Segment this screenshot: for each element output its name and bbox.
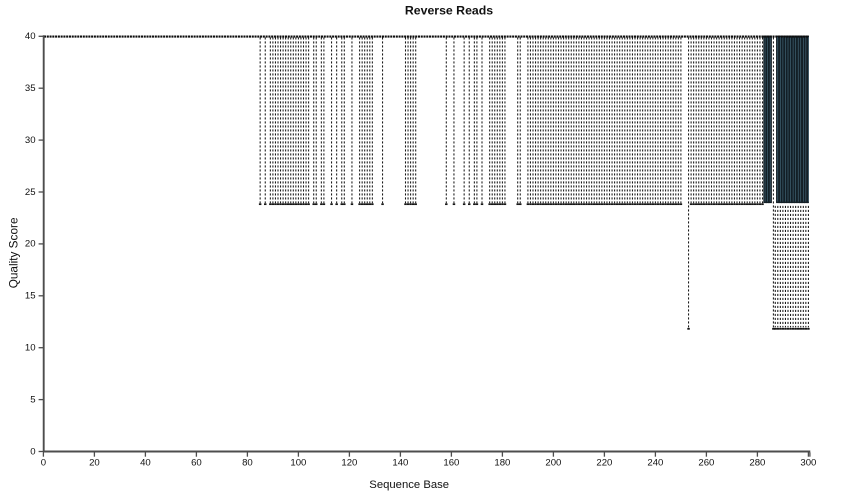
svg-text:Sequence Base: Sequence Base [369,479,449,491]
svg-text:200: 200 [545,457,561,468]
svg-text:280: 280 [749,457,765,468]
svg-text:Reverse Reads: Reverse Reads [405,3,493,17]
svg-text:Quality Score: Quality Score [6,217,20,288]
svg-text:30: 30 [25,135,36,146]
svg-text:220: 220 [596,457,612,468]
svg-text:40: 40 [25,31,36,42]
svg-text:20: 20 [89,457,100,468]
svg-text:60: 60 [191,457,202,468]
svg-text:40: 40 [140,457,151,468]
svg-text:20: 20 [25,239,36,250]
svg-text:0: 0 [30,446,35,457]
svg-text:80: 80 [242,457,253,468]
svg-text:100: 100 [290,457,306,468]
svg-text:15: 15 [25,291,36,302]
svg-text:0: 0 [41,457,46,468]
svg-text:240: 240 [647,457,663,468]
svg-text:260: 260 [698,457,714,468]
svg-text:160: 160 [443,457,459,468]
svg-text:10: 10 [25,343,36,354]
svg-text:140: 140 [392,457,408,468]
svg-text:120: 120 [341,457,357,468]
svg-text:25: 25 [25,187,36,198]
svg-text:300: 300 [800,457,816,468]
svg-text:35: 35 [25,83,36,94]
svg-text:180: 180 [494,457,510,468]
svg-text:5: 5 [30,394,35,405]
